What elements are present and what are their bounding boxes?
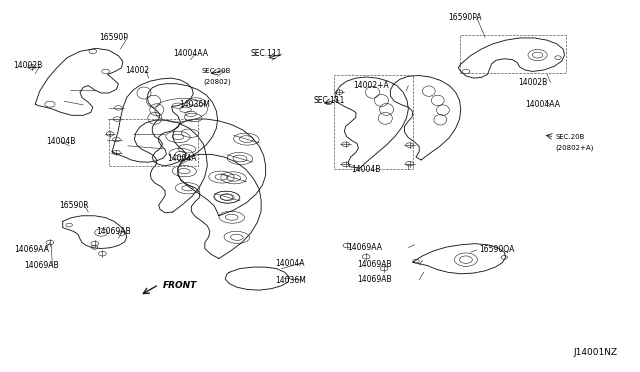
Text: SEC.20B: SEC.20B [202,68,231,74]
Text: 16590P: 16590P [99,33,128,42]
Text: FRONT: FRONT [163,281,198,290]
Text: 14069AB: 14069AB [96,227,131,236]
Text: 14069AB: 14069AB [357,275,392,284]
Text: (20802): (20802) [204,78,231,85]
Text: 14002B: 14002B [518,78,548,87]
Text: SEC.20B: SEC.20B [556,134,585,140]
Text: 14004A: 14004A [168,154,197,163]
Text: 14069AA: 14069AA [14,246,49,254]
Text: 14002+A: 14002+A [353,81,389,90]
Text: (20802+A): (20802+A) [556,145,594,151]
Text: 14004A: 14004A [275,259,305,267]
Text: 14036M: 14036M [179,100,210,109]
Text: 14004AA: 14004AA [525,100,560,109]
Text: 14069AA: 14069AA [347,243,382,252]
Text: 16590R: 16590R [59,201,88,210]
Text: J14001NZ: J14001NZ [573,348,618,357]
Text: 14004B: 14004B [351,165,380,174]
Text: 14069AB: 14069AB [24,262,59,270]
Text: 14069AB: 14069AB [357,260,392,269]
Text: 16590QA: 16590QA [479,246,514,254]
Text: 16590PA: 16590PA [448,13,482,22]
Text: 14002B: 14002B [13,61,42,70]
Text: SEC.111: SEC.111 [251,49,282,58]
Text: SEC.111: SEC.111 [314,96,345,105]
Text: 14004B: 14004B [46,137,76,146]
Text: 14002: 14002 [125,66,149,75]
Text: 14004AA: 14004AA [173,49,208,58]
Text: 14036M: 14036M [275,276,306,285]
